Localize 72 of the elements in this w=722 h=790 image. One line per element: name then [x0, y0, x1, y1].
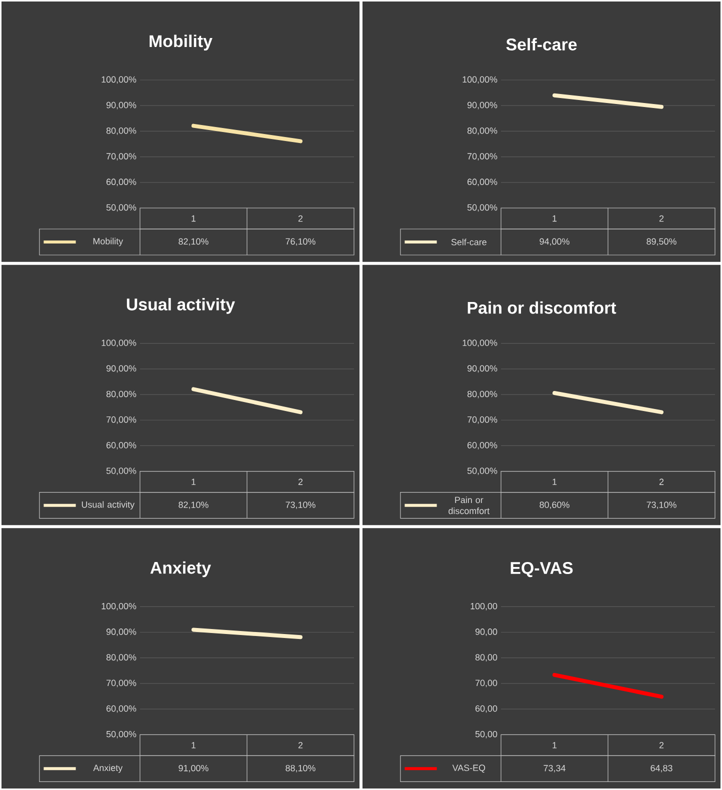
data-label: 73,10% [286, 502, 316, 510]
chart-title: Anxiety [150, 561, 212, 578]
y-tick-label: 50,00% [467, 468, 498, 476]
y-tick-label: 90,00% [467, 365, 498, 373]
chart-title: Pain or discomfort [468, 301, 616, 314]
legend-label: Usual activity [82, 501, 135, 510]
x-tick-label: 2 [659, 478, 664, 485]
y-tick-label: 70,00% [468, 416, 498, 424]
data-label: 82,10% [178, 502, 208, 510]
y-tick-label: 60,00% [468, 178, 498, 186]
x-tick-label: 1 [192, 478, 196, 485]
y-tick-label: 100,00 [470, 602, 498, 610]
x-tick-label: 1 [192, 742, 196, 748]
data-label: 73,34 [544, 764, 566, 772]
y-tick-label: 80,00% [106, 654, 136, 662]
legend-label: Pain or discomfort [448, 496, 490, 514]
y-tick-label: 70,00% [468, 153, 498, 160]
y-tick-label: 100,00% [102, 76, 136, 84]
x-tick-label: 1 [552, 478, 557, 485]
y-tick-label: 60,00% [106, 178, 136, 186]
y-tick-label: 50,00% [106, 730, 136, 738]
y-tick-label: 100,00% [462, 340, 498, 348]
data-label: 88,10% [286, 764, 316, 772]
y-tick-label: 50,00% [106, 468, 136, 476]
x-tick-label: 2 [659, 742, 664, 748]
legend-label: VAS-EQ [452, 764, 486, 773]
y-tick-label: 60,00% [106, 705, 136, 713]
chart-title: EQ-VAS [510, 562, 573, 578]
y-tick-label: 60,00% [468, 442, 498, 450]
data-label: 82,10% [178, 238, 208, 246]
data-label: 91,00% [178, 764, 208, 772]
y-tick-label: 70,00% [106, 153, 136, 160]
y-tick-label: 90,00 [475, 628, 498, 636]
y-tick-label: 80,00 [475, 654, 498, 662]
data-label: 94,00% [540, 238, 570, 246]
y-tick-label: 80,00% [467, 127, 498, 135]
y-tick-label: 70,00% [106, 680, 136, 688]
data-label: 80,60% [540, 502, 570, 510]
legend-label: Mobility [93, 238, 124, 246]
y-tick-label: 90,00% [467, 102, 498, 110]
x-tick-label: 2 [298, 742, 303, 748]
data-label: 73,10% [646, 502, 676, 510]
y-tick-label: 80,00% [106, 127, 136, 135]
y-tick-label: 60,00% [106, 442, 136, 450]
y-tick-label: 100,00% [102, 602, 136, 610]
y-tick-label: 50,00% [106, 204, 136, 212]
x-tick-label: 1 [552, 742, 557, 748]
x-tick-label: 2 [298, 215, 303, 222]
y-tick-label: 90,00% [106, 365, 136, 373]
y-tick-label: 60,00 [475, 705, 498, 713]
y-tick-label: 80,00% [106, 390, 136, 398]
data-label: 76,10% [286, 238, 316, 246]
y-tick-label: 80,00% [467, 390, 498, 398]
legend-label: Self-care [451, 238, 486, 246]
data-label: 89,50% [646, 238, 676, 246]
y-tick-label: 50,00 [475, 730, 498, 738]
y-tick-label: 90,00% [106, 628, 136, 636]
legend-label: Anxiety [93, 764, 123, 773]
y-tick-label: 100,00% [102, 340, 136, 348]
y-tick-label: 70,00% [106, 416, 136, 424]
data-label: 64,83 [650, 764, 672, 772]
chart-title: Usual activity [126, 298, 235, 314]
chart-title: Self-care [506, 38, 577, 50]
y-tick-label: 90,00% [106, 102, 136, 110]
x-tick-label: 2 [298, 478, 303, 485]
y-tick-label: 100,00% [462, 76, 498, 84]
x-tick-label: 1 [552, 215, 557, 222]
x-tick-label: 2 [659, 215, 664, 222]
chart-title: Mobility [150, 34, 212, 50]
x-tick-label: 1 [192, 215, 196, 222]
y-tick-label: 50,00% [467, 204, 498, 212]
y-tick-label: 70,00 [475, 680, 498, 688]
